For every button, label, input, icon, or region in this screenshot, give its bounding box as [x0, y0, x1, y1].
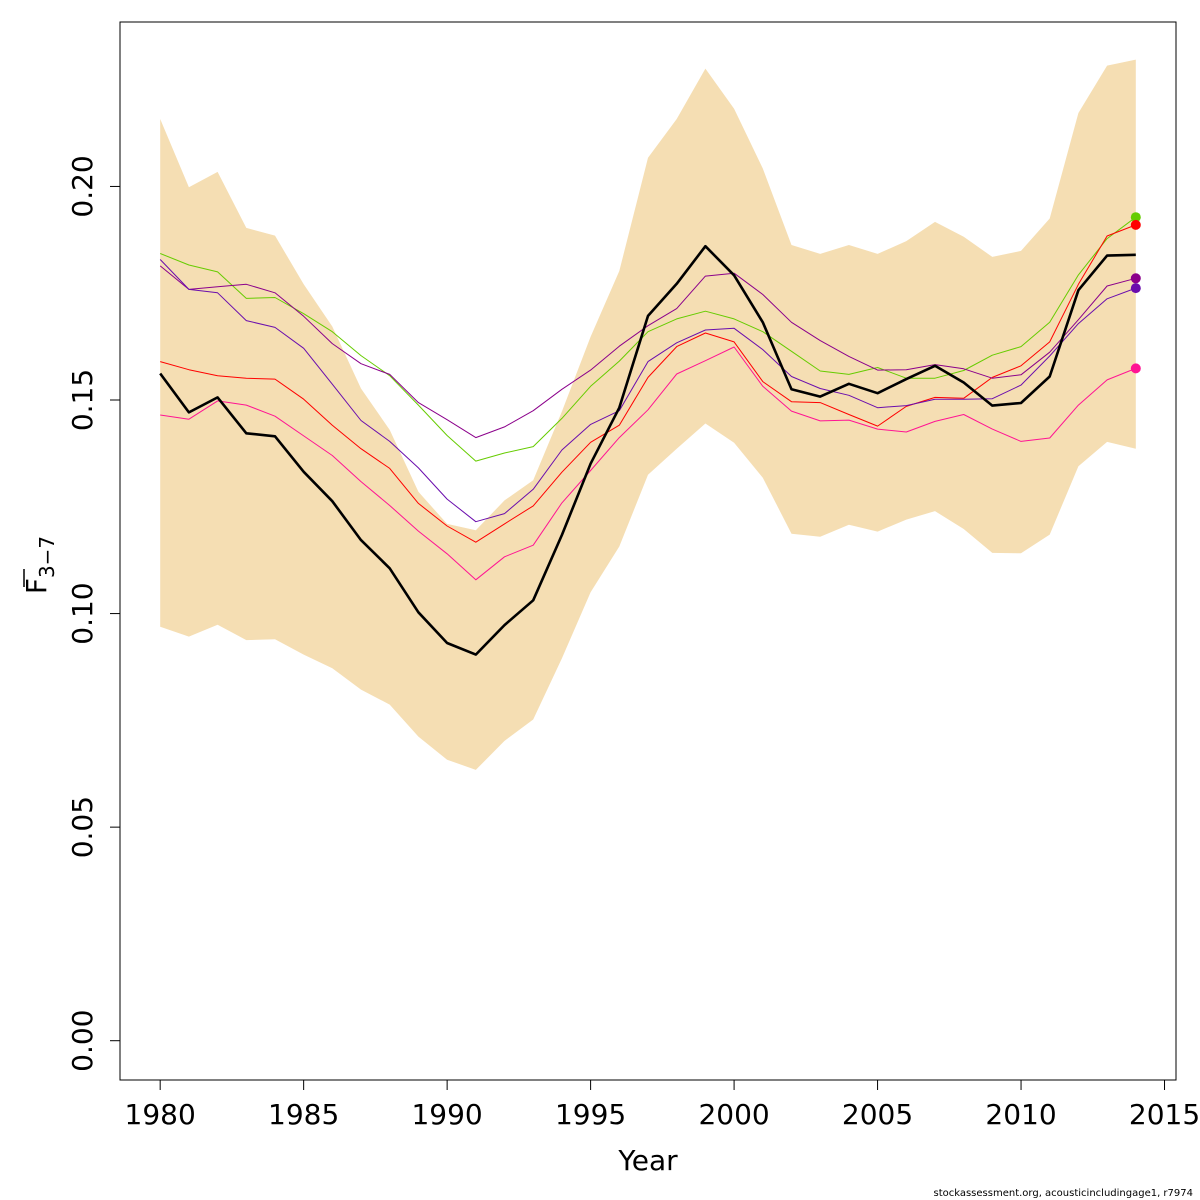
series-line-5 [160, 346, 1136, 581]
x-tick-label: 1985 [268, 1098, 339, 1131]
series-end-point-2 [1130, 219, 1141, 230]
footer-credit: stockassessment.org, acousticincludingag… [933, 1188, 1193, 1199]
x-tick-label: 1990 [411, 1098, 482, 1131]
y-tick-label: 0.15 [66, 369, 99, 431]
y-tick-label: 0.20 [66, 155, 99, 217]
y-tick-label: 0.00 [66, 1010, 99, 1072]
y-axis-label-main: F [20, 578, 53, 594]
series-line-6 [159, 244, 1136, 656]
series-end-point-3 [1130, 273, 1141, 284]
confidence-band [160, 59, 1136, 770]
series-line-4 [159, 259, 1136, 523]
series-line-1 [160, 216, 1137, 462]
y-axis-label: F3−7 [20, 536, 59, 594]
series-end-point-4 [1130, 283, 1141, 294]
svg-text:F3−7: F3−7 [20, 536, 59, 594]
x-axis-label: Year [617, 1144, 678, 1177]
series-line-3 [159, 265, 1136, 439]
y-tick-label: 0.10 [66, 582, 99, 644]
series-end-point-5 [1130, 363, 1141, 374]
y-axis-label-subscript: 3−7 [35, 536, 59, 578]
x-tick-label: 2015 [1129, 1098, 1200, 1131]
y-tick-label: 0.05 [66, 796, 99, 858]
x-tick-label: 1980 [125, 1098, 196, 1131]
x-tick-label: 1995 [555, 1098, 626, 1131]
series-end-point-1 [1130, 212, 1141, 223]
plot-frame [119, 21, 1177, 1081]
x-tick-label: 2010 [985, 1098, 1056, 1131]
x-tick-label: 2005 [842, 1098, 913, 1131]
plot-area [159, 59, 1141, 770]
x-tick-label: 2000 [698, 1098, 769, 1131]
axes: 1980 1985 1990 1995 2000 2005 2010 2015 0.00 0.05… [66, 21, 1200, 1131]
